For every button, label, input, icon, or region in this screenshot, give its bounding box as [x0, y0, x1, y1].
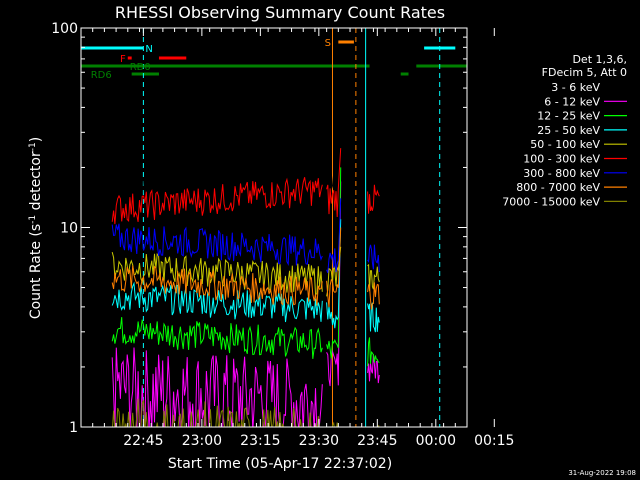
series-line [111, 281, 323, 323]
y-axis-label-sup-2: -1 [28, 142, 38, 151]
flag-layer: N F S RD0 RD6 [81, 28, 467, 427]
x-tick-label: 23:30 [299, 433, 339, 449]
series-line-late [326, 181, 342, 387]
legend-header-line-1: Det 1,3,6, [572, 53, 627, 66]
flag-label-f: F [120, 54, 126, 65]
series-line [111, 317, 323, 359]
series-line [111, 347, 323, 427]
x-tick-label: 22:45 [123, 433, 163, 449]
legend-entry-label: 3 - 6 keV [551, 81, 600, 94]
legend-entry-label: 50 - 100 keV [530, 138, 600, 151]
series-line-tail [367, 171, 380, 190]
x-tick-label: 23:00 [182, 433, 222, 449]
y-tick-label: 10 [60, 221, 78, 237]
series-line-late [326, 227, 342, 308]
y-axis-label-main: Count Rate (s [28, 224, 44, 319]
series-line [111, 164, 323, 209]
series-line [111, 223, 323, 266]
y-tick-label: 100 [51, 21, 78, 37]
plot-frame [80, 27, 468, 428]
series-line-late [326, 148, 342, 218]
legend-entry-label: 6 - 12 keV [544, 95, 600, 108]
legend-entry-label: 7000 - 15000 keV [502, 195, 600, 208]
timestamp: 31-Aug-2022 19:08 [568, 469, 636, 477]
series-line-late [326, 198, 342, 274]
data-layer [111, 126, 380, 427]
flag-label-rd0: RD0 [130, 62, 151, 73]
series-line-tail [367, 302, 380, 333]
series-line-tail [367, 337, 380, 367]
legend-entry-label: 300 - 800 keV [523, 167, 600, 180]
y-axis-label-end: ) [28, 137, 44, 142]
y-axis-label-sup-1: -1 [28, 215, 38, 224]
legend-entry-label: 800 - 7000 keV [516, 181, 600, 194]
x-tick-label: 23:15 [240, 433, 280, 449]
flag-label-s: S [325, 38, 331, 49]
series-line [111, 265, 323, 306]
legend-entry-label: 12 - 25 keV [537, 110, 600, 123]
y-tick-label: 1 [69, 420, 78, 436]
y-axis: 1 10 100 [51, 21, 467, 436]
legend-header-line-2: FDecim 5, Att 0 [542, 66, 627, 79]
legend-entry-label: 100 - 300 keV [523, 153, 600, 166]
x-axis: 22:45 23:00 23:15 23:30 23:45 00:00 00:15 [92, 28, 514, 449]
x-axis-label: Start Time (05-Apr-17 22:37:02) [168, 456, 392, 472]
x-tick-label: 23:45 [357, 433, 397, 449]
chart-title: RHESSI Observing Summary Count Rates [115, 3, 445, 22]
x-tick-label: 00:00 [416, 433, 456, 449]
series-line-late [329, 421, 339, 427]
x-tick-label: 00:15 [474, 433, 514, 449]
y-axis-label-mid: detector [28, 151, 44, 215]
flag-label-rd6: RD6 [91, 70, 112, 81]
y-axis-label: Count Rate (s-1 detector-1) [28, 137, 44, 319]
flag-label-n: N [145, 44, 152, 55]
series-line-late [326, 246, 342, 297]
series-line-late [326, 126, 342, 202]
series-line-tail [367, 184, 380, 214]
series-line-tail [367, 244, 380, 273]
series-line [111, 398, 320, 427]
series-line [111, 177, 323, 225]
legend-entry-label: 25 - 50 keV [537, 124, 600, 137]
series-line-tail [367, 282, 380, 310]
series-line-late [326, 219, 342, 329]
series-line-late [326, 167, 342, 359]
series-line [111, 251, 323, 295]
